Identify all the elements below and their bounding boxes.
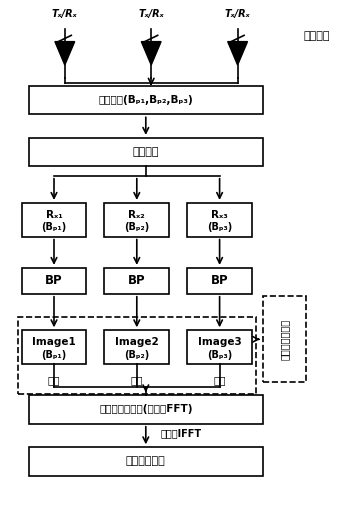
FancyBboxPatch shape <box>29 138 263 166</box>
Text: 距离向IFFT: 距离向IFFT <box>160 428 201 438</box>
Text: BP: BP <box>128 275 145 287</box>
FancyBboxPatch shape <box>187 203 252 237</box>
FancyBboxPatch shape <box>22 268 86 294</box>
Text: Rₓ₃: Rₓ₃ <box>211 210 228 219</box>
FancyBboxPatch shape <box>22 203 86 237</box>
Text: (Bₚ₂): (Bₚ₂) <box>124 349 149 359</box>
Polygon shape <box>141 42 161 65</box>
Polygon shape <box>55 42 75 65</box>
Text: Image1: Image1 <box>32 337 76 347</box>
Text: Image2: Image2 <box>115 337 159 347</box>
Text: 高分辨率图像: 高分辨率图像 <box>126 457 166 466</box>
Text: 接收信号(Bₚ₁,Bₚ₂,Bₚ₃): 接收信号(Bₚ₁,Bₚ₂,Bₚ₃) <box>98 95 193 105</box>
Text: 低分辨率子图像: 低分辨率子图像 <box>279 319 289 360</box>
Text: 频移: 频移 <box>213 375 226 386</box>
Text: 收发天线: 收发天线 <box>303 31 330 42</box>
FancyBboxPatch shape <box>263 296 306 382</box>
Polygon shape <box>228 42 248 65</box>
Text: Rₓ₂: Rₓ₂ <box>129 210 145 219</box>
Text: (Bₚ₁): (Bₚ₁) <box>41 222 67 232</box>
Text: (Bₚ₃): (Bₚ₃) <box>207 222 232 232</box>
Text: Image3: Image3 <box>198 337 242 347</box>
FancyBboxPatch shape <box>104 203 169 237</box>
Text: 频移: 频移 <box>131 375 143 386</box>
FancyBboxPatch shape <box>29 395 263 424</box>
FancyBboxPatch shape <box>22 330 86 364</box>
Text: 频移: 频移 <box>48 375 60 386</box>
Text: (Bₚ₁): (Bₚ₁) <box>41 349 67 359</box>
Text: Tₓ/Rₓ: Tₓ/Rₓ <box>225 9 251 19</box>
FancyBboxPatch shape <box>104 268 169 294</box>
Text: Rₓ₁: Rₓ₁ <box>46 210 62 219</box>
FancyBboxPatch shape <box>29 86 263 114</box>
Text: (Bₚ₂): (Bₚ₂) <box>124 222 149 232</box>
Text: Tₓ/Rₓ: Tₓ/Rₓ <box>138 9 164 19</box>
Text: BP: BP <box>211 275 228 287</box>
Text: 波数域相干叠加(距离向FFT): 波数域相干叠加(距离向FFT) <box>99 405 193 414</box>
FancyBboxPatch shape <box>104 330 169 364</box>
Text: Tₓ/Rₓ: Tₓ/Rₓ <box>52 9 78 19</box>
Text: BP: BP <box>45 275 63 287</box>
FancyBboxPatch shape <box>29 447 263 476</box>
Text: (Bₚ₃): (Bₚ₃) <box>207 349 232 359</box>
FancyBboxPatch shape <box>187 268 252 294</box>
Text: 脉冲压缩: 脉冲压缩 <box>132 147 159 157</box>
FancyBboxPatch shape <box>187 330 252 364</box>
